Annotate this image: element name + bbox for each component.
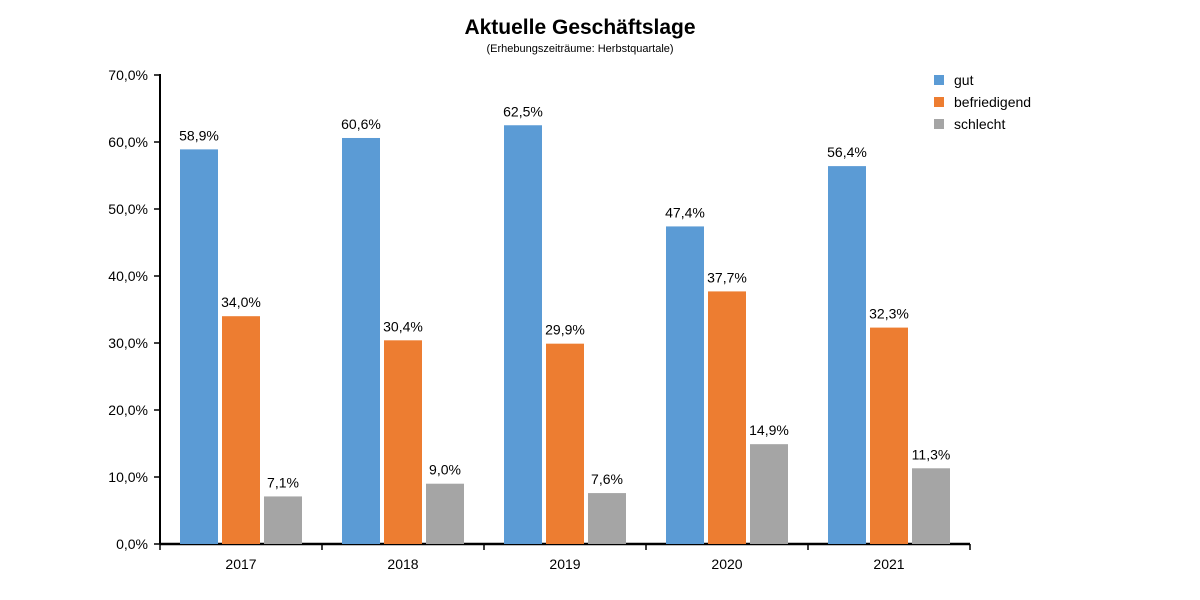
data-label-befriedigend-2017: 34,0% xyxy=(221,294,261,310)
data-label-gut-2017: 58,9% xyxy=(179,127,219,143)
data-label-befriedigend-2020: 37,7% xyxy=(707,269,747,285)
bar-befriedigend-2021 xyxy=(870,327,908,544)
x-tick-label: 2018 xyxy=(387,556,418,572)
bar-befriedigend-2019 xyxy=(546,343,584,544)
legend-swatch-befriedigend xyxy=(934,97,944,107)
y-tick-label: 0,0% xyxy=(116,536,148,552)
data-labels: 58,9% 34,0% 7,1% 60,6% 30,4% 9,0% 62,5% 29,9% 7,… xyxy=(179,103,950,490)
bar-gut-2018 xyxy=(342,137,380,545)
data-label-befriedigend-2019: 29,9% xyxy=(545,322,585,338)
y-axis: 0,0% 10,0% 20,0% 30,0% 40,0% 50,0% 60,0% 70,0% xyxy=(108,67,161,552)
y-tick-label: 50,0% xyxy=(108,201,148,217)
legend-swatch-gut xyxy=(934,75,944,85)
data-label-schlecht-2019: 7,6% xyxy=(591,471,623,487)
x-tick-label: 2017 xyxy=(225,556,256,572)
chart-title: Aktuelle Geschäftslage xyxy=(464,16,695,39)
bar-schlecht-2019 xyxy=(588,493,626,544)
bar-gut-2019 xyxy=(504,125,542,544)
bars xyxy=(180,125,950,545)
bar-schlecht-2020 xyxy=(750,444,788,544)
chart-subtitle: (Erhebungszeiträume: Herbstquartale) xyxy=(486,43,673,55)
y-tick-label: 20,0% xyxy=(108,402,148,418)
data-label-befriedigend-2021: 32,3% xyxy=(869,306,909,322)
data-label-schlecht-2017: 7,1% xyxy=(267,474,299,490)
bar-schlecht-2021 xyxy=(912,468,950,544)
data-label-gut-2020: 47,4% xyxy=(665,204,705,220)
bar-gut-2021 xyxy=(828,166,866,544)
data-label-gut-2019: 62,5% xyxy=(503,103,543,119)
data-label-schlecht-2020: 14,9% xyxy=(749,422,789,438)
bar-befriedigend-2020 xyxy=(708,291,746,544)
data-label-gut-2021: 56,4% xyxy=(827,144,867,160)
bar-schlecht-2017 xyxy=(264,496,302,544)
x-axis: 2017 2018 2019 2020 2021 xyxy=(159,542,971,572)
legend-label-befriedigend: befriedigend xyxy=(954,94,1031,110)
bar-gut-2020 xyxy=(666,226,704,545)
bar-schlecht-2018 xyxy=(426,483,464,544)
legend-label-gut: gut xyxy=(954,72,974,88)
bar-befriedigend-2018 xyxy=(384,340,422,544)
y-tick-label: 60,0% xyxy=(108,134,148,150)
bar-befriedigend-2017 xyxy=(222,316,260,544)
legend-swatch-schlecht xyxy=(934,119,944,129)
legend: gut befriedigend schlecht xyxy=(934,72,1031,132)
x-tick-label: 2019 xyxy=(549,556,580,572)
data-label-schlecht-2021: 11,3% xyxy=(912,446,951,462)
y-tick-label: 10,0% xyxy=(108,469,148,485)
y-tick-label: 40,0% xyxy=(108,268,148,284)
x-tick-label: 2021 xyxy=(873,556,904,572)
data-label-befriedigend-2018: 30,4% xyxy=(383,318,423,334)
y-tick-label: 30,0% xyxy=(108,335,148,351)
y-tick-label: 70,0% xyxy=(108,67,148,83)
x-tick-label: 2020 xyxy=(711,556,742,572)
legend-label-schlecht: schlecht xyxy=(954,116,1005,132)
data-label-schlecht-2018: 9,0% xyxy=(429,462,461,478)
data-label-gut-2018: 60,6% xyxy=(341,116,381,132)
bar-gut-2017 xyxy=(180,149,218,544)
